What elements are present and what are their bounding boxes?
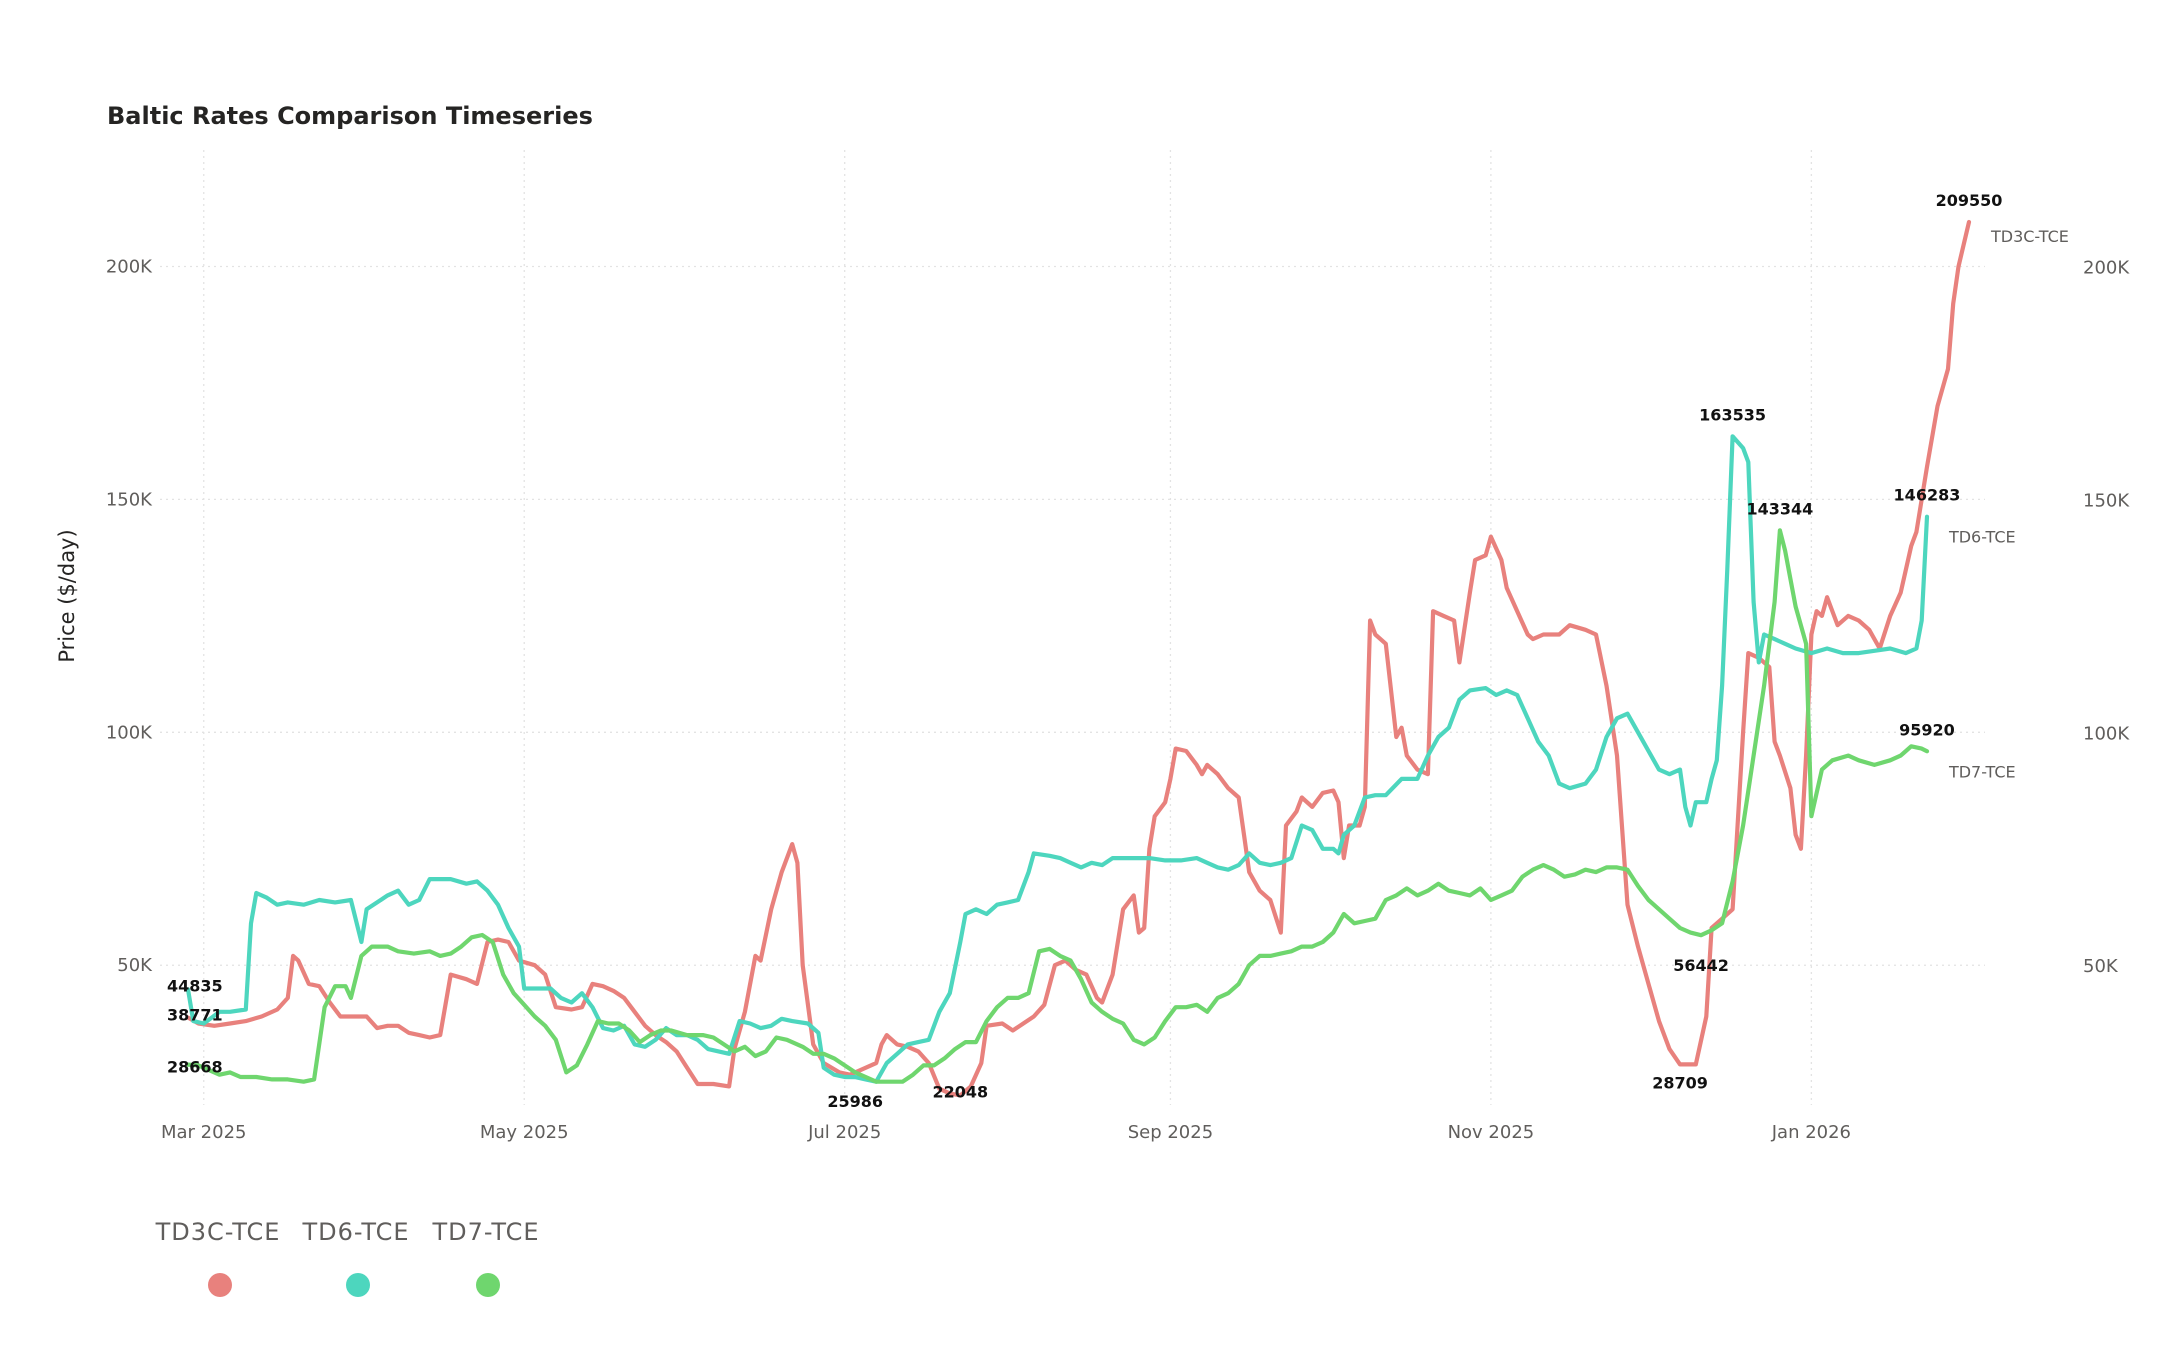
data-label: 28709 xyxy=(1652,1073,1708,1092)
x-tick-label: Nov 2025 xyxy=(1448,1122,1535,1143)
x-tick-label: Mar 2025 xyxy=(161,1122,247,1143)
data-label: 25986 xyxy=(827,1092,883,1111)
data-label: 38771 xyxy=(167,1006,223,1025)
x-tick-label: Jul 2025 xyxy=(807,1122,881,1143)
x-tick-label: Sep 2025 xyxy=(1128,1122,1213,1143)
series-line-td6-tce xyxy=(185,434,1930,1084)
data-label: 146283 xyxy=(1894,486,1961,505)
x-tick-label: May 2025 xyxy=(480,1122,569,1143)
y-tick-label-right: 50K xyxy=(2083,956,2119,977)
legend-label: TD3C-TCE xyxy=(155,1218,281,1246)
legend-marker xyxy=(476,1273,500,1297)
data-label: 163535 xyxy=(1699,405,1766,424)
y-axis-right: 50K 100K 150K 200K xyxy=(2083,257,2130,977)
y-axis-left: 50K 100K 150K 200K xyxy=(106,256,153,976)
data-label: 209550 xyxy=(1936,191,2003,210)
y-tick-label-right: 200K xyxy=(2083,257,2130,278)
series-end-label: TD6-TCE xyxy=(1948,528,2016,547)
x-tick-label: Jan 2026 xyxy=(1771,1122,1851,1143)
legend-label: TD6-TCE xyxy=(301,1218,409,1246)
y-tick-label: 200K xyxy=(106,256,153,277)
data-label: 44835 xyxy=(167,976,223,995)
y-tick-label-right: 150K xyxy=(2083,490,2130,511)
y-axis-label: Price ($/day) xyxy=(55,529,79,662)
series-end-label: TD3C-TCE xyxy=(1990,227,2069,246)
series-line-td7-tce xyxy=(185,528,1930,1084)
legend-label: TD7-TCE xyxy=(431,1218,539,1246)
legend: TD3C-TCE TD6-TCE TD7-TCE xyxy=(155,1218,539,1297)
y-tick-label: 50K xyxy=(117,955,153,976)
data-label: 143344 xyxy=(1746,499,1813,518)
y-tick-label: 100K xyxy=(106,722,153,743)
legend-marker xyxy=(346,1273,370,1297)
legend-marker xyxy=(208,1273,232,1297)
data-label: 22048 xyxy=(932,1082,988,1101)
data-label: 56442 xyxy=(1673,956,1729,975)
chart-title: Baltic Rates Comparison Timeseries xyxy=(107,102,593,130)
data-labels: TD3C-TCE 38771 209550 28709 TD6-TCE 44835 1635… xyxy=(167,191,2069,1111)
series-lines xyxy=(185,219,1972,1098)
data-label: 95920 xyxy=(1899,720,1955,739)
data-label: 28668 xyxy=(167,1058,223,1077)
y-tick-label: 150K xyxy=(106,489,153,510)
y-tick-label-right: 100K xyxy=(2083,723,2130,744)
x-axis: Mar 2025 May 2025 Jul 2025 Sep 2025 Nov 2025… xyxy=(161,1122,1851,1143)
series-end-label: TD7-TCE xyxy=(1948,762,2016,781)
